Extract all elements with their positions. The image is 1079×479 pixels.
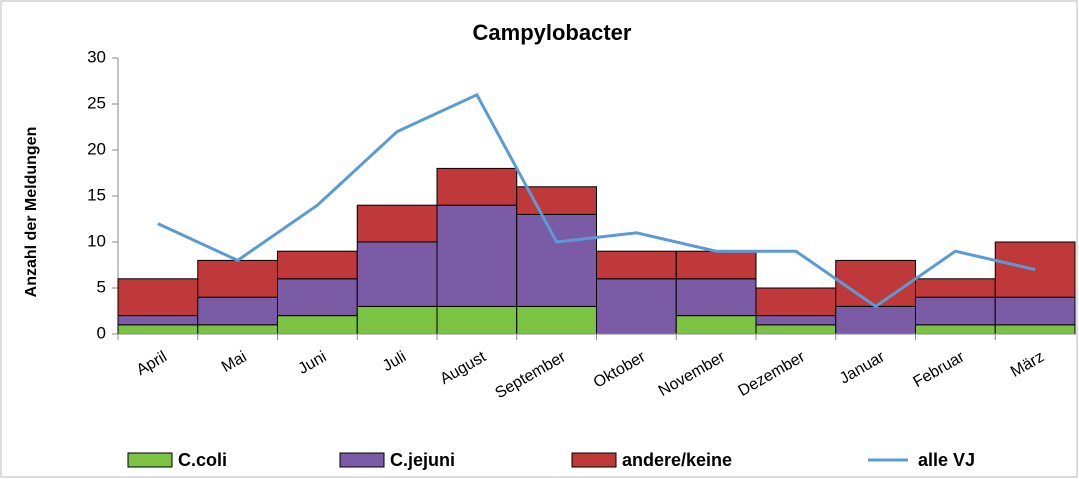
chart-title: Campylobacter — [473, 20, 632, 45]
y-axis-label: Anzahl der Meldungen — [23, 127, 40, 298]
y-tick-label: 15 — [87, 185, 106, 204]
bar-segment — [675, 250, 757, 280]
bar-segment — [277, 315, 358, 335]
bar-segment — [356, 305, 438, 335]
bar-segment — [197, 296, 278, 326]
y-tick-label: 5 — [97, 277, 106, 296]
bar-segment — [596, 278, 677, 335]
bar-segment — [436, 305, 518, 335]
y-tick-label: 30 — [87, 47, 106, 66]
bar-segment — [915, 324, 996, 335]
bar-segment — [356, 241, 438, 307]
bar-segment — [755, 287, 837, 317]
bar-segment — [117, 315, 199, 326]
y-tick-label: 0 — [97, 323, 106, 342]
bar-segment — [915, 296, 996, 326]
legend-label: andere/keine — [622, 450, 732, 470]
bar-segment — [117, 278, 199, 317]
bar-segment — [117, 324, 199, 335]
bar-segment — [277, 250, 358, 280]
legend-label: C.jejuni — [390, 450, 455, 470]
legend-swatch — [127, 452, 173, 468]
bar-segment — [915, 278, 996, 298]
bar-segment — [197, 324, 278, 335]
bar-segment — [994, 296, 1076, 326]
y-tick-label: 20 — [87, 139, 106, 158]
bar-segment — [675, 278, 757, 317]
y-tick-label: 10 — [87, 231, 106, 250]
y-tick-label: 25 — [87, 93, 106, 112]
legend-swatch — [571, 452, 617, 468]
bar-segment — [197, 259, 278, 298]
bar-segment — [994, 241, 1076, 298]
bar-segment — [596, 250, 677, 280]
legend-swatch — [339, 452, 385, 468]
bar-segment — [835, 259, 916, 307]
bar-segment — [994, 324, 1076, 335]
bar-segment — [835, 305, 916, 335]
bar-segment — [356, 204, 438, 243]
bar-segment — [755, 324, 837, 335]
line-series — [157, 92, 1036, 309]
bar-segment — [675, 315, 757, 335]
bar-segment — [277, 278, 358, 317]
legend-label: alle VJ — [918, 450, 975, 470]
bar-segment — [516, 213, 597, 307]
bar-segment — [755, 315, 837, 326]
bar-segment — [436, 204, 518, 307]
legend-label: C.coli — [178, 450, 227, 470]
bar-segment — [516, 305, 597, 335]
bar-segment — [436, 167, 518, 206]
